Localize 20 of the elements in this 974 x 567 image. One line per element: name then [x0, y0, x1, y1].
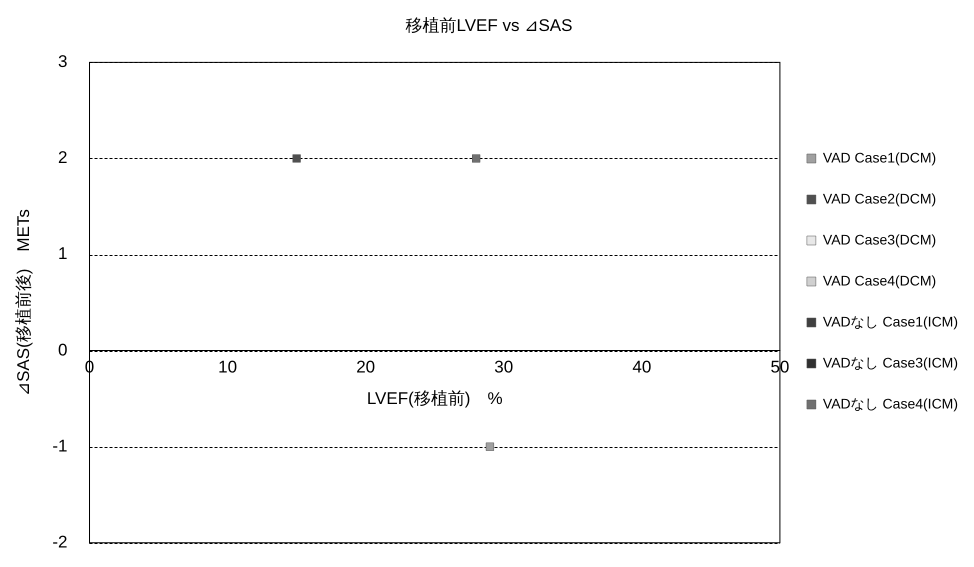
legend-label: VAD Case1(DCM) [822, 149, 936, 166]
y-tick-label: 2 [58, 148, 68, 168]
x-tick-label: 10 [218, 358, 238, 377]
y-tick-label: -1 [52, 436, 68, 456]
legend-label: VAD Case4(DCM) [822, 272, 936, 288]
legend-label: VAD Case2(DCM) [822, 190, 936, 206]
chart-title: 移植前LVEF vs ⊿SAS [406, 16, 572, 35]
x-tick-label: 20 [356, 358, 376, 377]
y-tick-label: 3 [58, 52, 68, 72]
y-tick-label: 1 [58, 244, 68, 264]
legend-label: VADなし Case1(ICM) [822, 313, 958, 330]
x-tick-label: 30 [494, 358, 514, 377]
legend-label: VAD Case3(DCM) [822, 231, 936, 248]
y-tick-label: -2 [52, 532, 68, 552]
legend-label: VADなし Case4(ICM) [822, 395, 958, 412]
x-axis-title: LVEF(移植前) % [366, 388, 503, 408]
legend-label: VADなし Case3(ICM) [822, 354, 958, 370]
y-axis-title: ⊿SAS(移植前後) METs [14, 209, 33, 396]
x-tick-label: 40 [632, 358, 652, 377]
y-tick-label: 0 [58, 340, 68, 360]
